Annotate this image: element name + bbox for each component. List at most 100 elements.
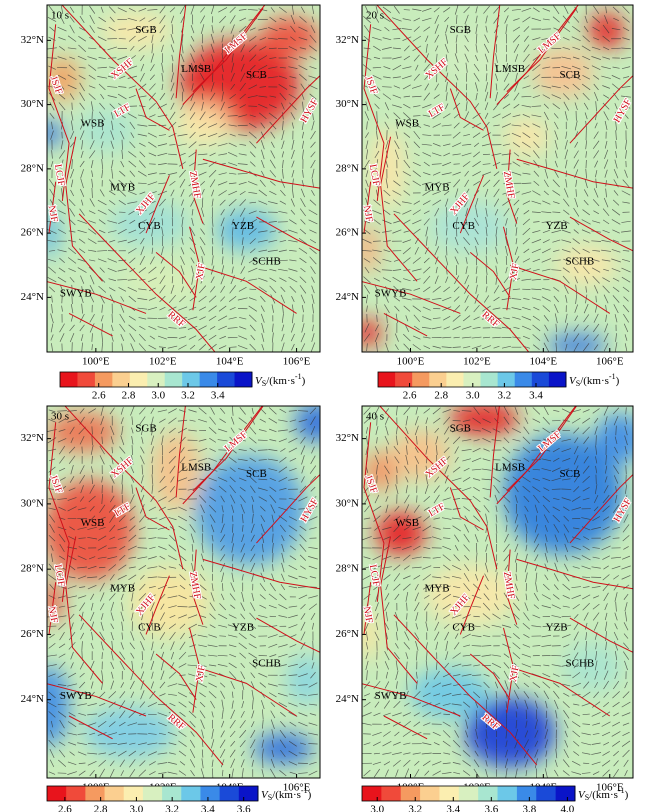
region-label: YZB: [546, 621, 568, 633]
fault-line: [47, 683, 147, 717]
fault-line: [569, 473, 633, 544]
colorbar-tick-label: 3.4: [446, 804, 460, 812]
lon-tick-label: 102°E: [463, 356, 491, 368]
period-label: 10 s: [51, 10, 69, 22]
fault-line: [459, 575, 485, 635]
lat-tick-label: 24°N: [21, 693, 44, 705]
velocity-anomaly: [375, 511, 426, 556]
fault-line: [192, 149, 204, 224]
fault-line: [65, 136, 103, 282]
label-close: ): [308, 789, 312, 801]
colorbar-swatch: [480, 372, 499, 387]
fault-line: [496, 406, 577, 505]
velocity-anomaly: [503, 434, 624, 555]
label-close: ): [625, 789, 629, 801]
lat-tick-label: 32°N: [336, 34, 359, 46]
lat-tick-label: 32°N: [336, 432, 359, 444]
lat-tick-label: 26°N: [21, 628, 44, 640]
velocity-anomaly: [594, 413, 633, 464]
velocity-field: [47, 5, 320, 352]
velocity-anomaly: [504, 116, 549, 157]
colorbar-swatch: [555, 786, 576, 801]
velocity-anomaly: [430, 201, 511, 252]
fault-line: [469, 653, 511, 700]
colorbar-swatch: [516, 786, 537, 801]
velocity-anomaly: [47, 480, 135, 580]
region-label: CYB: [138, 621, 161, 633]
fault-label: XJF: [194, 664, 208, 683]
lat-tick-label: 30°N: [336, 98, 359, 110]
label-close: ): [302, 375, 306, 387]
colorbar-label: VS/(km·s-1): [569, 372, 620, 388]
colorbar-swatch: [66, 786, 86, 801]
label-subscript: S: [268, 793, 272, 802]
fault-line: [506, 549, 518, 625]
region-label: SGB: [135, 422, 156, 434]
region-label: YZB: [546, 220, 568, 232]
colorbar-tick-label: 3.8: [522, 804, 536, 812]
fault-label: NJF: [46, 606, 60, 625]
fault-line: [379, 406, 498, 570]
colorbar-swatch: [200, 786, 221, 801]
colorbar-swatch: [514, 372, 533, 387]
label-close: ): [616, 375, 620, 387]
fault-line: [393, 614, 538, 766]
colorbar-swatch: [381, 786, 402, 801]
lon-tick-label: 106°E: [596, 356, 624, 368]
colorbar-swatch: [219, 786, 240, 801]
velocity-anomaly: [47, 208, 60, 259]
lat-tick-label: 30°N: [336, 497, 359, 509]
map-frame: [361, 4, 634, 353]
colorbar-swatch: [362, 786, 382, 801]
velocity-blobs: [47, 12, 320, 302]
velocity-anomaly: [362, 451, 399, 492]
velocity-anomaly: [100, 12, 171, 49]
region-label: SCB: [560, 468, 581, 480]
region-label: LMSB: [495, 462, 525, 474]
velocity-anomaly: [294, 406, 320, 443]
fault-label: XJF: [194, 262, 208, 281]
anisotropy-bars: [362, 5, 632, 352]
lon-tick-label: 106°E: [596, 782, 624, 794]
velocity-anomaly: [588, 12, 625, 49]
colorbar-swatch: [112, 372, 131, 387]
colorbar-swatch: [378, 372, 396, 387]
fault-line: [192, 549, 204, 625]
fault-line: [64, 406, 184, 570]
colorbar-swatch: [478, 786, 499, 801]
fault-label: LCJF: [367, 564, 382, 588]
colorbar-swatch: [199, 372, 218, 387]
colorbar-swatch: [77, 372, 96, 387]
label-exponent: -1: [609, 372, 616, 381]
colorbar-swatch: [182, 372, 201, 387]
region-label: SCHB: [565, 657, 594, 669]
region-label: SGB: [135, 24, 156, 36]
velocity-anomaly: [556, 245, 617, 286]
fault-line: [569, 216, 633, 252]
fault-line: [68, 313, 113, 337]
colorbar-swatch: [497, 786, 518, 801]
velocity-anomaly: [84, 707, 175, 758]
colorbar-swatch: [536, 786, 557, 801]
colorbar-swatch: [94, 372, 113, 387]
fault-line: [78, 614, 224, 766]
colorbar-swatch: [162, 786, 182, 801]
anisotropy-bars: [362, 406, 631, 778]
colorbar-tick-label: 3.2: [498, 390, 512, 402]
colorbar-tick-label: 3.4: [211, 390, 225, 402]
fault-line: [202, 558, 320, 590]
colorbar-tick-label: 3.0: [151, 390, 165, 402]
colorbar-tick-label: 2.6: [92, 390, 106, 402]
velocity-anomaly: [174, 101, 231, 146]
region-label: YZB: [232, 220, 254, 232]
lat-tick-label: 28°N: [336, 162, 359, 174]
lat-tick-label: 32°N: [21, 432, 44, 444]
lat-tick-label: 30°N: [21, 98, 44, 110]
region-label: CYB: [452, 220, 475, 232]
region-label: MYB: [110, 182, 135, 194]
velocity-anomaly: [47, 412, 118, 453]
label-unit: /(km·s: [589, 789, 618, 801]
fault-line: [135, 487, 170, 531]
region-label: WSB: [81, 117, 105, 129]
velocity-anomaly: [546, 333, 607, 352]
